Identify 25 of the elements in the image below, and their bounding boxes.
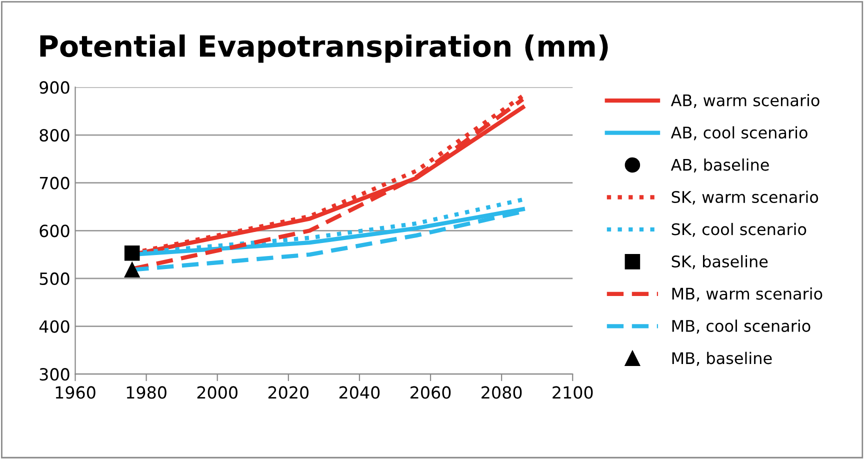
y-tick-label: 600 xyxy=(40,224,70,238)
x-tick-label: 1980 xyxy=(126,386,166,399)
x-tick-label: 1960 xyxy=(56,386,96,399)
legend-label: SK, baseline xyxy=(672,255,768,270)
legend-label: MB, warm scenario xyxy=(672,287,822,302)
x-tick-label: 2100 xyxy=(552,386,593,399)
x-tick-label: 2080 xyxy=(482,386,522,399)
y-tick-label: 500 xyxy=(40,272,70,286)
y-tick-label: 800 xyxy=(40,128,70,142)
x-tick-label: 2060 xyxy=(410,386,451,399)
legend-label: AB, cool scenario xyxy=(670,126,808,140)
y-tick-label: 900 xyxy=(40,81,70,94)
legend-label: SK, warm scenario xyxy=(672,190,818,205)
y-tick-label: 400 xyxy=(39,320,70,333)
legend-label: MB, cool scenario xyxy=(672,320,810,334)
x-tick-label: 2040 xyxy=(339,386,380,399)
y-tick-label: 300 xyxy=(40,368,70,381)
legend-label: AB, baseline xyxy=(670,158,769,172)
chart-title: Potential Evapotranspiration (mm) xyxy=(40,34,608,63)
legend-label: MB, baseline xyxy=(672,352,772,366)
x-tick-label: 2000 xyxy=(197,386,238,399)
legend-label: AB, warm scenario xyxy=(670,94,820,108)
x-tick-label: 2020 xyxy=(268,386,309,399)
y-tick-label: 700 xyxy=(40,176,70,190)
legend-label: SK, cool scenario xyxy=(672,222,806,237)
